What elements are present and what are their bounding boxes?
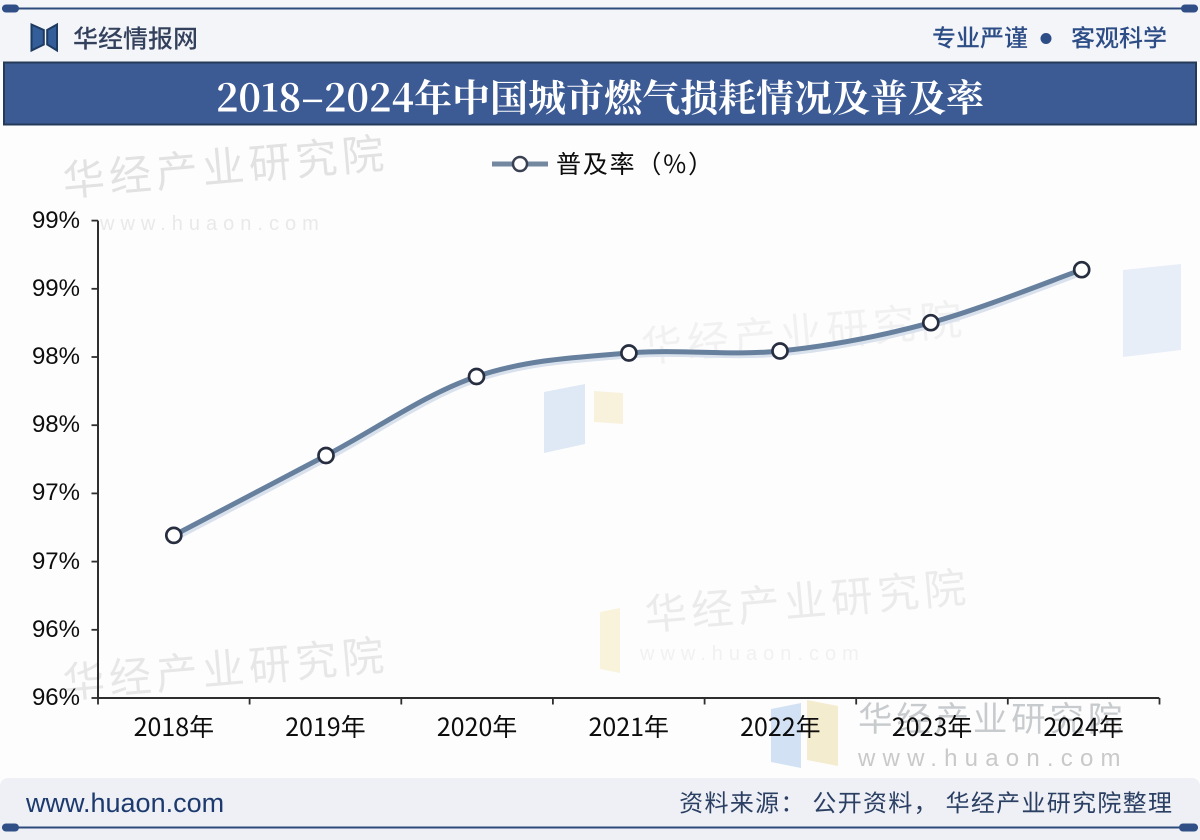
svg-text:www.huaon.com: www.huaon.com xyxy=(639,643,865,665)
svg-text:www.huaon.com: www.huaon.com xyxy=(857,745,1128,772)
svg-text:www.huaon.com: www.huaon.com xyxy=(99,213,325,235)
